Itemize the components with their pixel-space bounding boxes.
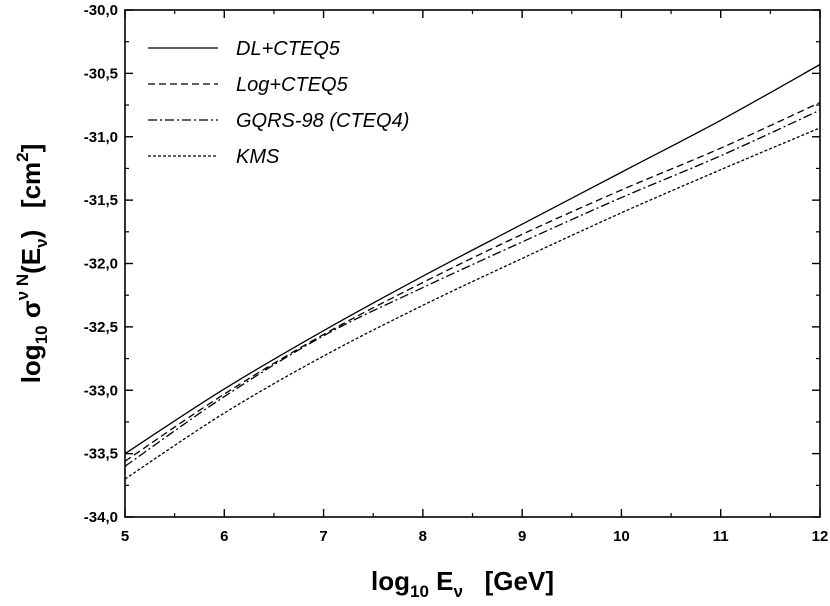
y-tick-label: -32,5 xyxy=(84,319,118,336)
y-axis-title: log10 σν N(Eν) [cm2] xyxy=(13,144,51,384)
y-tick-label: -33,0 xyxy=(84,382,118,399)
axis-tick-labels: 5 6 7 8 9 10 11 12 -34,0 -33,5 -33,0 -32,5 -32,0 -31,… xyxy=(84,2,829,545)
x-tick-label: 5 xyxy=(121,528,129,545)
y-tick-label: -33,5 xyxy=(84,446,118,463)
series-line-2 xyxy=(124,101,821,462)
x-tick-label: 11 xyxy=(713,528,729,545)
y-tick-label: -31,0 xyxy=(84,129,118,146)
x-tick-label: 8 xyxy=(419,528,427,545)
series-lines xyxy=(124,63,821,480)
x-tick-label: 10 xyxy=(613,528,630,545)
x-axis-title: log10 Eν [GeV] xyxy=(371,566,554,601)
y-tick-label: -34,0 xyxy=(84,509,118,526)
plot-frame xyxy=(124,9,821,518)
series-line-3 xyxy=(124,109,821,467)
series-line-4 xyxy=(124,127,821,480)
x-tick-label: 6 xyxy=(220,528,228,545)
legend: DL+CTEQ5 Log+CTEQ5 GQRS-98 (CTEQ4) KMS xyxy=(148,38,409,168)
legend-label: Log+CTEQ5 xyxy=(236,74,349,96)
legend-label: KMS xyxy=(236,146,280,168)
x-tick-label: 7 xyxy=(319,528,327,545)
y-tick-label: -30,5 xyxy=(84,65,118,82)
y-tick-label: -31,5 xyxy=(84,192,118,209)
legend-label: DL+CTEQ5 xyxy=(236,38,341,60)
y-tick-label: -32,0 xyxy=(84,256,118,273)
legend-label: GQRS-98 (CTEQ4) xyxy=(236,110,409,132)
axis-ticks xyxy=(124,9,821,518)
x-tick-label: 12 xyxy=(812,528,829,545)
x-tick-label: 9 xyxy=(518,528,526,545)
series-line-1 xyxy=(124,63,821,455)
plot-area xyxy=(124,9,821,518)
y-tick-label: -30,0 xyxy=(84,2,118,19)
